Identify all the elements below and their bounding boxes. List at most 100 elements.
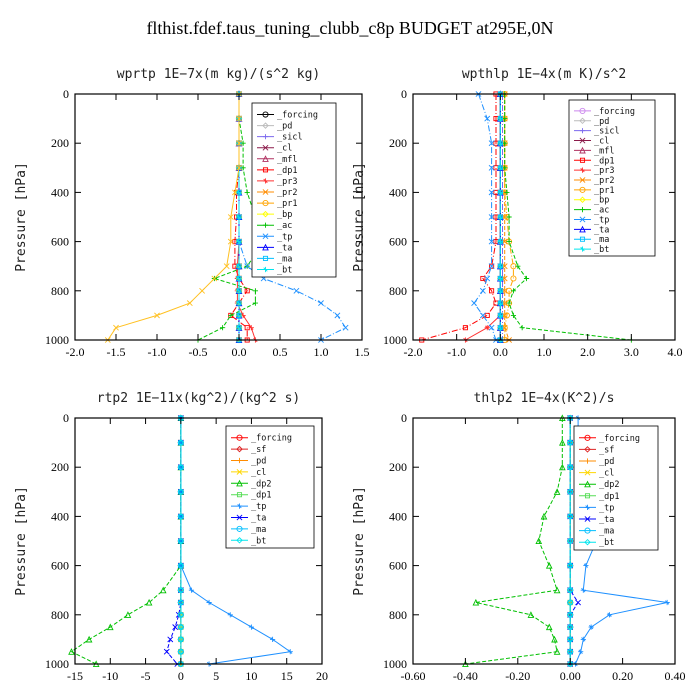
legend-marker: [584, 434, 591, 441]
x-tick-label: 0.00: [560, 669, 581, 683]
legend-entry: _ac: [594, 206, 609, 216]
legend-marker: [262, 266, 269, 273]
series-line: [465, 418, 563, 665]
data-point: [236, 140, 242, 147]
data-point: [519, 325, 525, 331]
legend-entry: _forcing: [251, 434, 292, 444]
legend-marker: [579, 186, 586, 193]
series-group: [419, 90, 634, 344]
data-point: [488, 189, 495, 196]
legend-marker: [584, 458, 591, 464]
legend-marker: [579, 246, 586, 252]
data-point: [480, 275, 486, 282]
legend-marker: [579, 128, 586, 134]
data-point: [566, 623, 574, 631]
data-point: [172, 624, 179, 631]
legend-marker: [236, 492, 243, 498]
figure-title: flthist.fdef.taus_tuning_clubb_c8p BUDGE…: [146, 18, 554, 38]
y-tick-label: 1000: [45, 333, 69, 347]
y-tick-label: 0: [401, 411, 407, 425]
data-point: [177, 586, 185, 594]
data-point: [236, 300, 242, 306]
x-tick-label: 3.0: [624, 345, 639, 359]
legend-entry: _pr1: [277, 199, 297, 209]
data-point: [287, 649, 293, 655]
legend-marker: [262, 189, 269, 195]
series-line: [465, 94, 501, 341]
legend-entry: _dp1: [251, 491, 271, 501]
y-tick-label: 600: [389, 235, 407, 249]
legend-entry: _dp1: [599, 492, 619, 502]
y-tick-label: 600: [51, 559, 69, 573]
data-point: [479, 287, 486, 294]
legend-marker: [262, 210, 269, 218]
y-axis-label: Pressure [hPa]: [14, 486, 29, 596]
chart-panel-4: thlp2 1E−4x(K^2)/s Pressure [hPa] -0.60 -0.…: [352, 391, 686, 683]
data-point: [68, 648, 75, 655]
data-point: [177, 623, 185, 631]
x-tick-label: 0.5: [273, 345, 288, 359]
legend-box: [251, 102, 337, 278]
data-point: [566, 636, 574, 643]
data-point: [211, 275, 218, 282]
legend-marker: [236, 445, 243, 453]
legend-entry: _cl: [599, 469, 614, 479]
data-point: [479, 312, 486, 319]
legend-marker: [262, 144, 269, 151]
data-point: [106, 623, 114, 631]
data-point: [566, 488, 574, 496]
legend-marker: [262, 233, 269, 240]
legend-marker: [579, 167, 586, 173]
x-tick-label: -1.0: [148, 345, 167, 359]
legend-entry: _tp: [251, 502, 266, 512]
x-tick-label: 2.0: [580, 345, 595, 359]
legend-entry: _bp: [277, 210, 292, 220]
legend-entry: _pr2: [277, 188, 297, 198]
panel-title: wprtp 1E−7x(m kg)/(s^2 kg): [117, 67, 321, 82]
data-point: [497, 214, 503, 220]
data-point: [236, 115, 242, 122]
x-tick-label: -0.5: [189, 345, 208, 359]
data-point: [124, 611, 132, 618]
data-point: [236, 239, 242, 245]
legend-marker: [236, 514, 243, 521]
legend-marker: [236, 537, 243, 544]
data-point: [566, 586, 574, 594]
series-line: [107, 94, 240, 341]
legend-entry: _tp: [599, 503, 614, 513]
data-point: [559, 438, 566, 446]
chart-panel-2: wpthlp 1E−4x(m K)/s^2 Pressure [hPa] -2.0 -…: [352, 67, 683, 359]
data-point: [236, 312, 242, 318]
y-axis-label: Pressure [hPa]: [14, 162, 29, 272]
legend-entry: _pd: [594, 117, 609, 127]
data-point: [553, 648, 561, 655]
data-point: [566, 562, 574, 569]
legend-marker: [579, 196, 586, 203]
data-point: [488, 164, 495, 171]
legend-marker: [584, 446, 591, 453]
legend-entry: _bt: [599, 538, 614, 548]
data-point: [484, 275, 491, 282]
data-point: [553, 488, 561, 495]
data-point: [177, 513, 185, 520]
legend-entry: _cl: [277, 144, 292, 154]
data-point: [270, 636, 276, 642]
legend-entry: _ac: [277, 221, 292, 231]
data-point: [502, 116, 508, 122]
x-tick-label: 0.0: [493, 345, 508, 359]
legend-marker: [584, 493, 591, 499]
x-tick-label: -0.40: [453, 669, 478, 683]
legend-marker: [579, 177, 586, 183]
legend-entry: _ta: [277, 243, 292, 253]
legend-entry: _bt: [594, 245, 609, 255]
data-point: [497, 288, 503, 294]
legend-entry: _ta: [594, 225, 609, 235]
legend-marker: [236, 434, 243, 441]
y-tick-label: 0: [401, 87, 407, 101]
data-point: [497, 239, 503, 245]
data-point: [334, 312, 341, 319]
y-axis-label: Pressure [hPa]: [352, 162, 367, 272]
data-point: [227, 238, 234, 245]
legend-entry: _dp2: [599, 480, 619, 490]
data-point: [252, 300, 258, 306]
